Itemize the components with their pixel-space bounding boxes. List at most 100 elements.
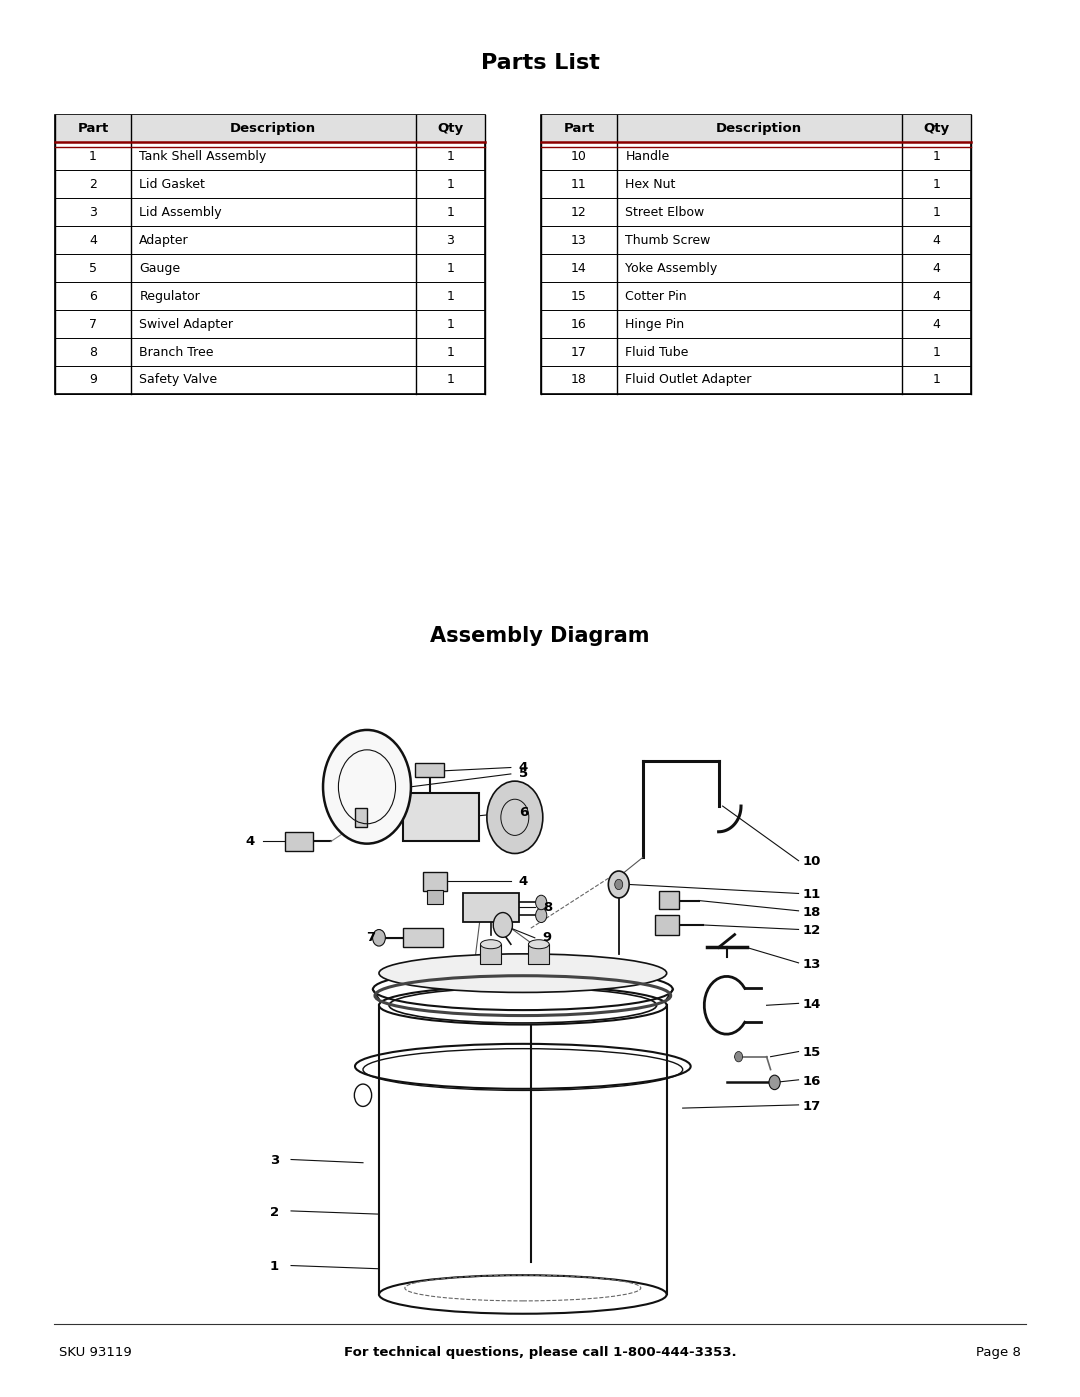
Circle shape	[615, 879, 623, 890]
Text: 4: 4	[932, 317, 941, 331]
Text: 1: 1	[446, 345, 455, 359]
Text: 17: 17	[571, 345, 586, 359]
Text: 4: 4	[932, 261, 941, 275]
Bar	[403, 793, 478, 841]
Circle shape	[734, 1052, 743, 1062]
Text: Page 8: Page 8	[975, 1345, 1021, 1359]
Bar	[654, 915, 678, 935]
Text: 3: 3	[89, 205, 97, 219]
Bar	[355, 807, 367, 827]
Text: 6: 6	[518, 806, 528, 819]
Text: Qty: Qty	[923, 122, 949, 136]
Bar	[423, 872, 447, 891]
Circle shape	[323, 731, 411, 844]
Bar	[427, 890, 443, 904]
Text: Qty: Qty	[437, 122, 463, 136]
Bar	[285, 831, 313, 851]
Text: SKU 93119: SKU 93119	[59, 1345, 132, 1359]
Circle shape	[494, 912, 512, 937]
Text: 1: 1	[446, 289, 455, 303]
Text: 11: 11	[802, 888, 821, 901]
Text: 2: 2	[270, 1206, 279, 1218]
Circle shape	[373, 929, 386, 946]
Bar	[55, 115, 485, 394]
Text: 3: 3	[270, 1154, 279, 1168]
Text: Swivel Adapter: Swivel Adapter	[139, 317, 233, 331]
Text: 15: 15	[571, 289, 586, 303]
Text: 4: 4	[932, 289, 941, 303]
Text: 1: 1	[89, 149, 97, 163]
Text: 7: 7	[366, 932, 375, 944]
Bar	[541, 115, 971, 142]
Text: Handle: Handle	[625, 149, 670, 163]
Text: Regulator: Regulator	[139, 289, 200, 303]
Text: 18: 18	[802, 905, 821, 919]
Text: Branch Tree: Branch Tree	[139, 345, 214, 359]
Text: Adapter: Adapter	[139, 233, 189, 247]
Text: 1: 1	[446, 149, 455, 163]
Text: 1: 1	[932, 177, 941, 191]
Text: 14: 14	[802, 997, 821, 1011]
Text: 15: 15	[802, 1046, 821, 1059]
Bar	[528, 944, 550, 964]
Bar	[541, 115, 971, 394]
Text: Hinge Pin: Hinge Pin	[625, 317, 685, 331]
Text: Lid Assembly: Lid Assembly	[139, 205, 222, 219]
Bar	[415, 763, 444, 777]
Ellipse shape	[379, 986, 666, 1024]
Text: Part: Part	[564, 122, 594, 136]
Text: For technical questions, please call 1-800-444-3353.: For technical questions, please call 1-8…	[343, 1345, 737, 1359]
Text: 11: 11	[571, 177, 586, 191]
Text: Description: Description	[716, 122, 802, 136]
Text: 1: 1	[446, 205, 455, 219]
Circle shape	[536, 895, 546, 909]
Text: Fluid Tube: Fluid Tube	[625, 345, 689, 359]
Bar	[55, 115, 485, 142]
Text: Assembly Diagram: Assembly Diagram	[430, 626, 650, 645]
Text: Safety Valve: Safety Valve	[139, 373, 217, 387]
Text: 1: 1	[446, 177, 455, 191]
Text: Thumb Screw: Thumb Screw	[625, 233, 711, 247]
Text: 9: 9	[89, 373, 97, 387]
Bar	[403, 928, 443, 947]
Text: 2: 2	[89, 177, 97, 191]
Text: 8: 8	[543, 901, 552, 914]
Text: Part: Part	[78, 122, 108, 136]
Text: 8: 8	[89, 345, 97, 359]
Circle shape	[769, 1076, 780, 1090]
Text: Street Elbow: Street Elbow	[625, 205, 704, 219]
Text: Yoke Assembly: Yoke Assembly	[625, 261, 717, 275]
Text: Parts List: Parts List	[481, 53, 599, 73]
Text: 1: 1	[932, 345, 941, 359]
Text: 4: 4	[518, 761, 528, 774]
Text: 1: 1	[932, 149, 941, 163]
Bar	[481, 944, 501, 964]
Text: 12: 12	[571, 205, 586, 219]
Text: 4: 4	[932, 233, 941, 247]
Text: 10: 10	[802, 855, 821, 869]
Text: 5: 5	[518, 767, 528, 781]
Text: Tank Shell Assembly: Tank Shell Assembly	[139, 149, 267, 163]
Text: 1: 1	[270, 1260, 279, 1273]
Text: 6: 6	[89, 289, 97, 303]
Text: 5: 5	[89, 261, 97, 275]
Ellipse shape	[481, 940, 501, 949]
Text: Cotter Pin: Cotter Pin	[625, 289, 687, 303]
Text: 1: 1	[932, 373, 941, 387]
Text: 1: 1	[446, 261, 455, 275]
Text: Description: Description	[230, 122, 316, 136]
Text: 3: 3	[446, 233, 455, 247]
Ellipse shape	[528, 940, 550, 949]
Text: 4: 4	[89, 233, 97, 247]
Text: 1: 1	[446, 373, 455, 387]
Text: 14: 14	[571, 261, 586, 275]
Text: 1: 1	[446, 317, 455, 331]
Circle shape	[608, 872, 630, 898]
Circle shape	[487, 781, 543, 854]
Bar	[463, 893, 518, 922]
Text: 13: 13	[571, 233, 586, 247]
Circle shape	[536, 908, 546, 922]
Text: 9: 9	[543, 932, 552, 944]
Ellipse shape	[379, 954, 666, 992]
Text: 17: 17	[802, 1099, 821, 1112]
